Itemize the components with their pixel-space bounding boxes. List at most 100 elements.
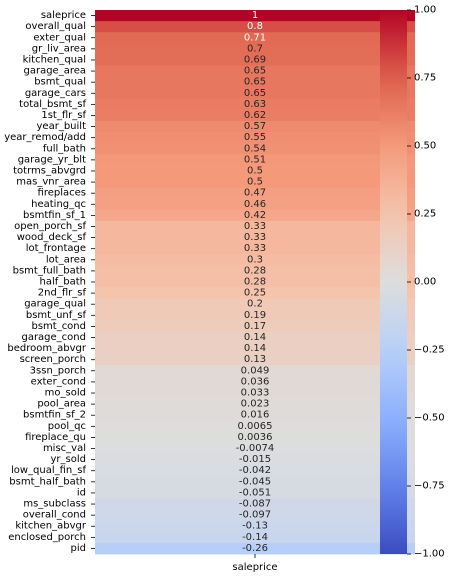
heatmap-cell <box>95 398 415 411</box>
heatmap-cell <box>95 320 415 333</box>
heatmap-cell <box>95 376 415 388</box>
row-tick-label: low_qual_fin_sf <box>11 465 87 476</box>
row-tick-label: garage_cars <box>25 88 86 99</box>
heatmap-cell <box>95 121 415 133</box>
cell-value-label: 0.65 <box>244 66 266 77</box>
heatmap-cell <box>95 354 415 366</box>
cell-value-label: 0.46 <box>244 199 266 210</box>
cell-value-label: -0.26 <box>242 543 268 554</box>
heatmap-cell <box>95 187 415 200</box>
row-tick-label: kitchen_qual <box>23 54 86 65</box>
heatmap-cell <box>95 309 415 322</box>
heatmap-cell <box>95 287 415 300</box>
cell-value-label: 0.2 <box>247 299 263 310</box>
heatmap-cell <box>95 487 415 499</box>
heatmap-cell <box>95 465 415 477</box>
row-tick-label: bsmt_qual <box>34 77 86 88</box>
cell-value-label: 0.049 <box>241 365 270 376</box>
cell-value-label: -0.13 <box>242 521 268 532</box>
heatmap-cell <box>95 431 415 444</box>
heatmap-cell <box>95 87 415 100</box>
row-tick-label: pid <box>71 543 86 554</box>
cell-value-label: 0.5 <box>247 165 263 176</box>
cell-value-label: 0.69 <box>244 54 266 65</box>
cell-value-label: 0.47 <box>244 188 266 199</box>
row-tick-label: bedroom_abvgr <box>7 343 86 354</box>
cell-value-label: 0.63 <box>244 99 266 110</box>
heatmap-cell <box>95 154 415 166</box>
row-tick-label: heating_qc <box>31 199 86 210</box>
colorbar-tick-label: −0.75 <box>414 481 445 492</box>
row-tick-label: ms_subclass <box>23 499 86 510</box>
cell-value-label: 0.65 <box>244 88 266 99</box>
cell-value-label: 0.62 <box>244 110 266 121</box>
heatmap-cell <box>95 454 415 466</box>
cell-value-label: 0.57 <box>244 121 266 132</box>
row-tick-label: overall_qual <box>25 21 86 32</box>
cell-value-label: 0.28 <box>244 265 266 276</box>
heatmap-cell <box>95 243 415 255</box>
row-tick-label: fireplace_qu <box>25 432 86 443</box>
cell-value-label: 0.033 <box>241 388 270 399</box>
row-tick-label: screen_porch <box>20 354 86 365</box>
row-tick-label: gr_liv_area <box>32 43 86 54</box>
row-tick-label: bsmt_cond <box>31 321 86 332</box>
row-tick-label: total_bsmt_sf <box>19 99 86 110</box>
heatmap-cell <box>95 276 415 288</box>
colorbar-tick-label: 0.25 <box>414 209 436 220</box>
row-tick-label: bsmt_full_bath <box>13 265 86 276</box>
row-tick-label: bsmtfin_sf_2 <box>23 410 86 421</box>
heatmap-cell <box>95 442 415 455</box>
heatmap-cell <box>95 498 415 510</box>
heatmap-cell <box>95 520 415 533</box>
cell-value-label: -0.14 <box>242 532 268 543</box>
cell-value-label: 0.55 <box>244 132 266 143</box>
cell-value-label: -0.051 <box>239 487 271 498</box>
cell-value-label: 0.036 <box>241 376 270 387</box>
cell-value-label: 0.19 <box>244 310 266 321</box>
row-tick-label: 3ssn_porch <box>30 365 86 376</box>
colorbar-gradient <box>380 10 407 554</box>
row-tick-label: bsmtfin_sf_1 <box>23 210 86 221</box>
heatmap-cell <box>95 21 415 33</box>
colorbar-tick-label: 0.50 <box>414 141 436 152</box>
heatmap-cell <box>95 209 415 222</box>
heatmap-cell <box>95 387 415 399</box>
heatmap-cell <box>95 509 415 522</box>
heatmap-cell <box>95 43 415 55</box>
cell-value-label: 0.0036 <box>238 432 273 443</box>
row-tick-label: bsmt_unf_sf <box>26 310 87 321</box>
cell-value-label: -0.097 <box>239 510 271 521</box>
heatmap-cell <box>95 54 415 66</box>
row-tick-label: lot_area <box>46 254 86 265</box>
row-tick-label: exter_cond <box>31 376 86 387</box>
cell-value-label: 1 <box>252 10 258 21</box>
heatmap-cell <box>95 220 415 233</box>
row-tick-label: pool_qc <box>48 421 86 432</box>
row-tick-label: overall_cond <box>23 510 86 521</box>
heatmap-cell <box>95 198 415 211</box>
cell-value-label: 0.13 <box>244 354 266 365</box>
row-tick-label: 2nd_flr_sf <box>38 288 87 299</box>
cell-value-label: 0.17 <box>244 321 266 332</box>
heatmap-cell <box>95 232 415 244</box>
cell-value-label: 0.71 <box>244 32 266 43</box>
cell-value-label: 0.33 <box>244 221 266 232</box>
colorbar-tick-label: −0.50 <box>414 413 445 424</box>
heatmap-cell <box>95 531 415 544</box>
cell-value-label: -0.042 <box>239 465 271 476</box>
heatmap-cell <box>95 542 415 555</box>
heatmap-cell <box>95 109 415 122</box>
row-tick-label: garage_area <box>23 66 86 77</box>
heatmap-cell <box>95 331 415 344</box>
cell-value-label: 0.8 <box>247 21 263 32</box>
colorbar-tick-label: 0.00 <box>414 277 436 288</box>
cell-value-label: -0.045 <box>239 476 271 487</box>
heatmap-cell <box>95 265 415 277</box>
heatmap-cell <box>95 10 415 22</box>
cell-value-label: -0.0074 <box>236 443 275 454</box>
row-tick-label: mas_vnr_area <box>16 177 86 188</box>
heatmap-cell <box>95 476 415 488</box>
cell-value-label: 0.023 <box>241 399 270 410</box>
